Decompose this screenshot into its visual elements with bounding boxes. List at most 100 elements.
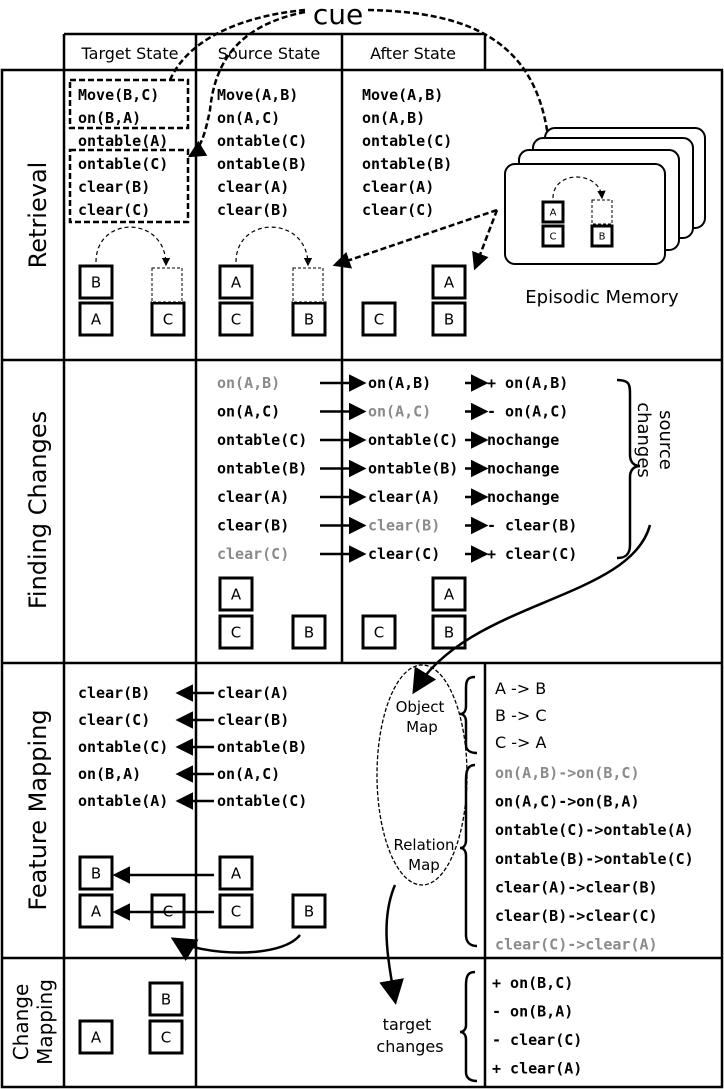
relation-map-brace xyxy=(459,763,478,948)
target-state-fact: on(B,A) xyxy=(78,109,141,127)
source-changes-label: sourcechanges xyxy=(633,402,676,478)
target-fact: ontable(C) xyxy=(78,738,168,756)
svg-text:B: B xyxy=(91,864,101,882)
svg-text:A: A xyxy=(231,585,242,603)
source-state-fact: clear(A) xyxy=(217,178,289,196)
change-result: + clear(C) xyxy=(487,545,577,563)
source-fact: on(A,B) xyxy=(217,374,280,392)
svg-text:A: A xyxy=(91,1028,102,1046)
after-state-fact: ontable(B) xyxy=(362,155,452,173)
after-fact: on(A,B) xyxy=(368,374,431,392)
svg-text:C: C xyxy=(163,310,173,328)
source-fact: clear(C) xyxy=(217,545,289,563)
after-state-fact: on(A,B) xyxy=(362,109,425,127)
change-result: nochange xyxy=(487,431,559,449)
source-fact: clear(B) xyxy=(217,517,289,535)
cue-label: cue xyxy=(313,0,363,31)
svg-text:A: A xyxy=(91,902,102,920)
after-fact: clear(C) xyxy=(368,545,440,563)
empty-slot xyxy=(151,267,183,303)
empty-slot xyxy=(292,267,324,303)
block-a: A xyxy=(78,893,114,929)
object-mapping: A -> B xyxy=(495,679,546,698)
column-header-source: Source State xyxy=(218,44,320,63)
object-mapping: C -> A xyxy=(495,733,547,752)
after-state-fact: clear(C) xyxy=(362,201,434,219)
object-map-brace xyxy=(459,675,478,755)
block-c: C xyxy=(361,614,397,650)
block-b: B xyxy=(590,224,614,248)
block-b: B xyxy=(78,264,114,300)
source-fact: clear(A) xyxy=(217,488,289,506)
source-fact: on(A,C) xyxy=(217,403,280,421)
source-fact: ontable(B) xyxy=(217,460,307,478)
row-label-finding-changes: Finding Changes xyxy=(24,411,52,609)
finding-changes-arrows xyxy=(320,374,489,563)
cue-arrows xyxy=(68,8,559,271)
relation-mapping: ontable(C)->ontable(A) xyxy=(495,821,694,839)
block-b: B xyxy=(78,855,114,891)
svg-text:C: C xyxy=(374,623,384,641)
svg-text:B: B xyxy=(444,623,454,641)
relation-mapping: clear(B)->clear(C) xyxy=(495,907,658,925)
block-c: C xyxy=(541,224,565,248)
svg-text:C: C xyxy=(231,902,241,920)
block-a: A xyxy=(78,1019,114,1055)
block-a: A xyxy=(78,301,114,337)
block-a: A xyxy=(218,576,254,612)
relation-mapping: ontable(B)->ontable(C) xyxy=(495,850,694,868)
change-result: + on(A,B) xyxy=(487,374,568,392)
object-mapping: B -> C xyxy=(495,706,547,725)
target-state-fact: Move(B,C) xyxy=(78,86,159,104)
block-c: C xyxy=(148,1019,184,1055)
change-result: nochange xyxy=(487,460,559,478)
source-fact: ontable(B) xyxy=(217,738,307,756)
target-change: - clear(C) xyxy=(492,1031,582,1049)
source-fact: ontable(C) xyxy=(217,792,307,810)
after-fact: ontable(B) xyxy=(368,460,458,478)
source-changes-brace xyxy=(616,378,641,560)
episodic-memory-label: Episodic Memory xyxy=(525,287,679,308)
svg-text:B: B xyxy=(161,990,171,1008)
relation-mapping: on(A,B)->on(B,C) xyxy=(495,764,640,782)
change-result: - on(A,C) xyxy=(487,403,568,421)
source-fact: clear(B) xyxy=(217,711,289,729)
change-result: - clear(B) xyxy=(487,517,577,535)
svg-text:B: B xyxy=(599,232,606,243)
source-fact: ontable(C) xyxy=(217,431,307,449)
source-fact: on(A,C) xyxy=(217,765,280,783)
after-fact: clear(A) xyxy=(368,488,440,506)
target-fact: clear(C) xyxy=(78,711,150,729)
column-header-after: After State xyxy=(370,44,456,63)
block-c: C xyxy=(218,893,254,929)
target-changes-brace xyxy=(459,970,478,1083)
relation-mapping: on(A,C)->on(B,A) xyxy=(495,793,640,811)
change-result: nochange xyxy=(487,488,559,506)
target-fact: ontable(A) xyxy=(78,792,168,810)
svg-text:A: A xyxy=(444,585,455,603)
source-c-to-target-c-arrow xyxy=(170,934,301,961)
target-state-fact: clear(C) xyxy=(78,201,150,219)
block-b: B xyxy=(291,893,327,929)
relation-map-label: Relation Map xyxy=(393,836,454,874)
block-b: B xyxy=(291,614,327,650)
svg-text:B: B xyxy=(304,623,314,641)
after-fact: clear(B) xyxy=(368,517,440,535)
target-fact: clear(B) xyxy=(78,684,150,702)
after-state-fact: Move(A,B) xyxy=(362,86,443,104)
source-state-fact: ontable(C) xyxy=(217,132,307,150)
svg-text:B: B xyxy=(444,310,454,328)
block-c: C xyxy=(361,301,397,337)
svg-text:B: B xyxy=(91,273,101,291)
after-fact: on(A,C) xyxy=(368,403,431,421)
target-state-fact: clear(B) xyxy=(78,178,150,196)
target-change: - on(B,A) xyxy=(492,1003,573,1021)
feature-mapping-arrows xyxy=(112,684,214,921)
svg-text:B: B xyxy=(304,902,314,920)
svg-text:C: C xyxy=(231,623,241,641)
column-header-target: Target State xyxy=(81,44,179,63)
svg-text:A: A xyxy=(91,310,102,328)
block-b: B xyxy=(431,301,467,337)
svg-text:C: C xyxy=(161,1028,171,1046)
